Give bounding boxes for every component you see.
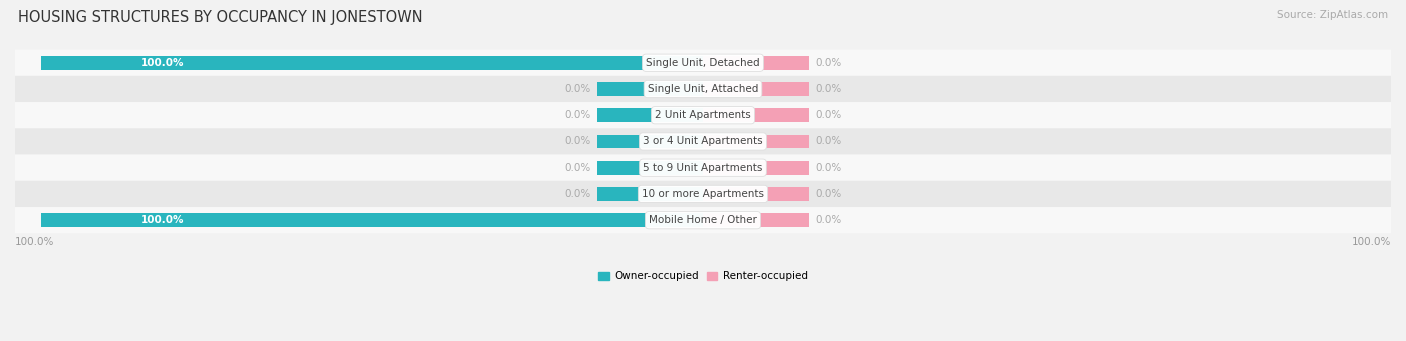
- Text: 0.0%: 0.0%: [815, 58, 842, 68]
- Text: 2 Unit Apartments: 2 Unit Apartments: [655, 110, 751, 120]
- Bar: [703, 187, 808, 201]
- Bar: [703, 213, 808, 227]
- Text: Mobile Home / Other: Mobile Home / Other: [650, 215, 756, 225]
- FancyBboxPatch shape: [14, 76, 1392, 102]
- Text: 0.0%: 0.0%: [815, 110, 842, 120]
- Text: 0.0%: 0.0%: [564, 163, 591, 173]
- FancyBboxPatch shape: [14, 50, 1392, 76]
- Text: 0.0%: 0.0%: [815, 163, 842, 173]
- Bar: [598, 161, 703, 175]
- Text: 3 or 4 Unit Apartments: 3 or 4 Unit Apartments: [643, 136, 763, 146]
- Bar: [703, 135, 808, 148]
- Text: 0.0%: 0.0%: [564, 110, 591, 120]
- Bar: [598, 135, 703, 148]
- Text: 0.0%: 0.0%: [564, 84, 591, 94]
- Text: 0.0%: 0.0%: [815, 215, 842, 225]
- Bar: [703, 82, 808, 96]
- Text: HOUSING STRUCTURES BY OCCUPANCY IN JONESTOWN: HOUSING STRUCTURES BY OCCUPANCY IN JONES…: [18, 10, 423, 25]
- Bar: [598, 82, 703, 96]
- Text: 0.0%: 0.0%: [815, 136, 842, 146]
- FancyBboxPatch shape: [14, 154, 1392, 181]
- Text: 0.0%: 0.0%: [564, 136, 591, 146]
- Bar: [703, 56, 808, 70]
- Legend: Owner-occupied, Renter-occupied: Owner-occupied, Renter-occupied: [595, 267, 811, 286]
- Text: Single Unit, Attached: Single Unit, Attached: [648, 84, 758, 94]
- Text: 5 to 9 Unit Apartments: 5 to 9 Unit Apartments: [644, 163, 762, 173]
- FancyBboxPatch shape: [14, 181, 1392, 207]
- Bar: [41, 213, 703, 227]
- Text: 10 or more Apartments: 10 or more Apartments: [643, 189, 763, 199]
- Text: 0.0%: 0.0%: [564, 189, 591, 199]
- Bar: [598, 108, 703, 122]
- Text: 100.0%: 100.0%: [15, 237, 55, 247]
- Text: Source: ZipAtlas.com: Source: ZipAtlas.com: [1277, 10, 1388, 20]
- FancyBboxPatch shape: [14, 102, 1392, 128]
- Bar: [703, 108, 808, 122]
- Text: 0.0%: 0.0%: [815, 84, 842, 94]
- Bar: [598, 187, 703, 201]
- Text: 100.0%: 100.0%: [1351, 237, 1391, 247]
- FancyBboxPatch shape: [14, 207, 1392, 233]
- Text: 100.0%: 100.0%: [141, 215, 184, 225]
- Text: 100.0%: 100.0%: [141, 58, 184, 68]
- Bar: [703, 161, 808, 175]
- FancyBboxPatch shape: [14, 128, 1392, 154]
- Bar: [41, 56, 703, 70]
- Text: 0.0%: 0.0%: [815, 189, 842, 199]
- Text: Single Unit, Detached: Single Unit, Detached: [647, 58, 759, 68]
